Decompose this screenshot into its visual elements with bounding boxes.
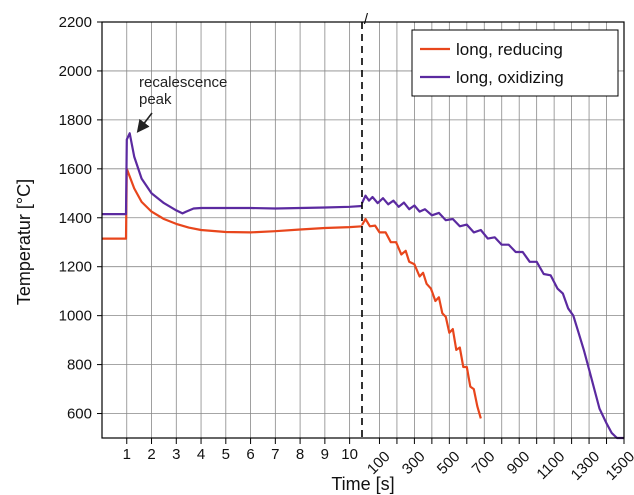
y-tick-label: 2200 xyxy=(59,14,92,31)
legend-entry-2: long, oxidizing xyxy=(456,68,564,87)
legend-box xyxy=(411,29,619,97)
legend: long, reducing long, oxidizing xyxy=(411,29,619,97)
y-tick-label: 1600 xyxy=(59,161,92,178)
x-tick-label: 7 xyxy=(271,446,279,463)
x-tick-label: 5 xyxy=(222,446,230,463)
x-tick-label: 300 xyxy=(399,448,429,478)
x-tick-label: 1100 xyxy=(533,448,568,483)
x-tick-label: 500 xyxy=(434,448,464,478)
x-tick-label: 1300 xyxy=(568,448,604,484)
series-line-1-segment-1 xyxy=(102,167,363,240)
series-line-2-segment-1 xyxy=(102,132,363,216)
axis-break: / xyxy=(361,11,369,438)
y-tick-label: 2000 xyxy=(59,63,92,80)
y-tick-label: 800 xyxy=(67,357,92,374)
x-tick-label: 1 xyxy=(123,446,131,463)
x-tick-label: 6 xyxy=(246,446,254,463)
legend-entry-1: long, reducing xyxy=(456,40,563,59)
series-line-2-segment-2 xyxy=(361,194,624,440)
x-tick-label: 8 xyxy=(296,446,304,463)
y-tick-label: 1400 xyxy=(59,210,92,227)
annotation-line-1: recalescence xyxy=(139,74,227,91)
y-tick-label: 1800 xyxy=(59,112,92,129)
y-tick-label: 1200 xyxy=(59,259,92,276)
x-tick-label: 9 xyxy=(321,446,329,463)
series-layer xyxy=(102,132,624,440)
annotation-line-2: peak xyxy=(139,91,172,108)
x-tick-label: 900 xyxy=(504,448,534,478)
x-tick-label: 1500 xyxy=(603,448,634,484)
plot-frame xyxy=(101,21,625,439)
series-line-1-segment-2 xyxy=(361,217,482,419)
x-tick-label: 3 xyxy=(172,446,180,463)
x-axis-title: Time [s] xyxy=(331,474,394,494)
y-tick-label: 600 xyxy=(67,406,92,423)
axes xyxy=(97,21,625,444)
axis-break-marker: / xyxy=(364,11,369,28)
annotation-arrow xyxy=(136,112,153,133)
y-tick-label: 1000 xyxy=(59,308,92,325)
x-tick-label: 4 xyxy=(197,446,205,463)
x-tick-label: 2 xyxy=(147,446,155,463)
x-tick-label: 700 xyxy=(469,448,499,478)
y-axis-title: Temperatur [°C] xyxy=(14,179,34,305)
x-tick-label: 10 xyxy=(341,446,358,463)
